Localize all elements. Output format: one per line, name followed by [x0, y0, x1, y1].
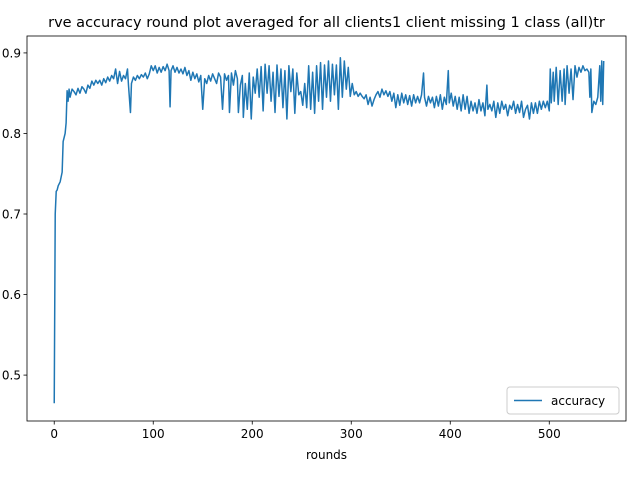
y-tick-label: 0.5 [2, 369, 21, 383]
y-tick-label: 0.7 [2, 208, 21, 222]
y-tick-label: 0.9 [2, 46, 21, 60]
series-line-accuracy [53, 57, 605, 404]
y-tick-label: 0.8 [2, 127, 21, 141]
x-tick-label: 400 [439, 427, 462, 441]
x-tick-label: 300 [340, 427, 363, 441]
x-tick-label: 100 [142, 427, 165, 441]
plot-frame [26, 35, 627, 422]
y-tick-label: 0.6 [2, 288, 21, 302]
x-tick-label: 0 [50, 427, 58, 441]
x-axis-label: rounds [306, 448, 347, 462]
x-tick-label: 200 [241, 427, 264, 441]
legend: accuracy [506, 386, 620, 415]
x-tick-label: 500 [538, 427, 561, 441]
chart-title: rve accuracy round plot averaged for all… [48, 15, 605, 31]
legend-box [506, 386, 620, 415]
legend-label-accuracy: accuracy [551, 394, 605, 408]
